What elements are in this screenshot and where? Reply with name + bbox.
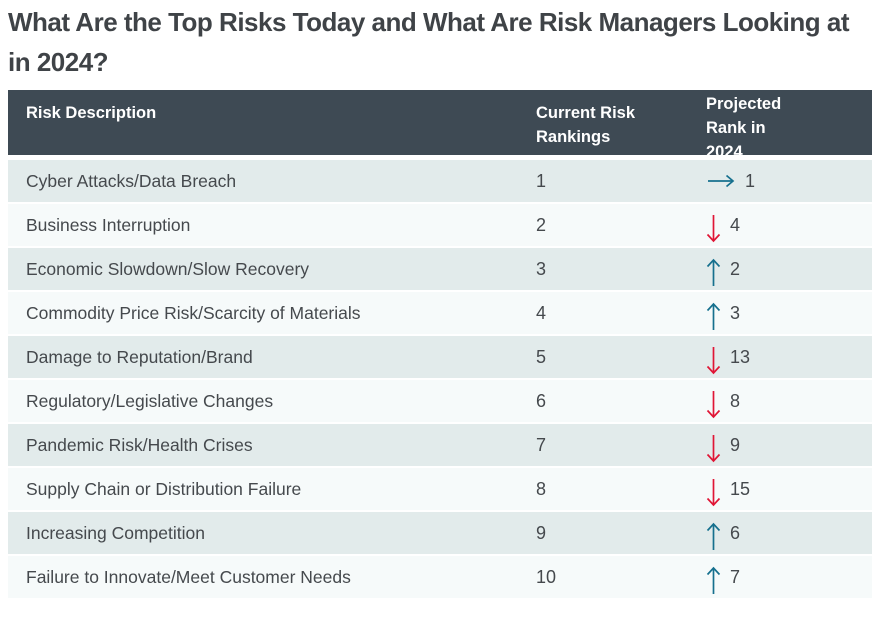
risk-description-cell: Failure to Innovate/Meet Customer Needs (26, 566, 351, 587)
projected-rank-value: 9 (730, 434, 741, 455)
table-row: Increasing Competition 9 (8, 512, 872, 556)
projected-rank-cell: 1 (706, 171, 872, 192)
projected-rank-value: 6 (730, 522, 741, 543)
arrow-right-icon (706, 173, 736, 189)
page-title: What Are the Top Risks Today and What Ar… (8, 7, 850, 77)
table-row: Regulatory/Legislative Changes 6 (8, 380, 872, 424)
table-row: Pandemic Risk/Health Crises 7 (8, 424, 872, 468)
current-rank-cell: 3 (536, 258, 547, 279)
arrow-down-icon (706, 431, 721, 462)
risk-description-cell: Supply Chain or Distribution Failure (26, 478, 302, 499)
arrow-up-icon (706, 255, 721, 286)
current-rank-cell: 8 (536, 478, 547, 499)
arrow-up-icon (706, 299, 721, 330)
current-rank-cell: 4 (536, 302, 547, 323)
arrow-down-icon (706, 343, 721, 374)
projected-rank-cell: 15 (706, 475, 872, 506)
current-rank-cell: 7 (536, 434, 547, 455)
table-body: Cyber Attacks/Data Breach 1 (8, 160, 872, 600)
table-row: Business Interruption 2 (8, 204, 872, 248)
table-header-row: Risk Description Current Risk Rankings P… (8, 90, 872, 161)
risk-description-cell: Economic Slowdown/Slow Recovery (26, 258, 310, 279)
table-row: Failure to Innovate/Meet Customer Needs … (8, 556, 872, 600)
projected-rank-value: 8 (730, 390, 741, 411)
projected-rank-cell: 8 (706, 387, 872, 418)
table-row: Commodity Price Risk/Scarcity of Materia… (8, 292, 872, 336)
column-header-projected-rank: Projected Rank in 2024 (706, 95, 782, 161)
arrow-up-icon (706, 519, 721, 550)
current-rank-cell: 10 (536, 566, 557, 587)
risk-rankings-table: Risk Description Current Risk Rankings P… (8, 90, 872, 600)
current-rank-cell: 5 (536, 346, 547, 367)
projected-rank-value: 15 (730, 478, 751, 499)
projected-rank-cell: 9 (706, 431, 872, 462)
projected-rank-value: 7 (730, 566, 741, 587)
current-rank-cell: 2 (536, 214, 547, 235)
arrow-up-icon (706, 563, 721, 594)
projected-rank-cell: 6 (706, 519, 872, 550)
table-row: Supply Chain or Distribution Failure 8 (8, 468, 872, 512)
risk-description-cell: Business Interruption (26, 214, 191, 235)
projected-rank-cell: 2 (706, 255, 872, 286)
risk-description-cell: Cyber Attacks/Data Breach (26, 170, 237, 191)
risk-description-cell: Increasing Competition (26, 522, 205, 543)
table-row: Cyber Attacks/Data Breach 1 (8, 160, 872, 204)
projected-rank-cell: 3 (706, 299, 872, 330)
projected-rank-cell: 7 (706, 563, 872, 594)
projected-rank-value: 4 (730, 214, 741, 235)
projected-rank-cell: 13 (706, 343, 872, 374)
projected-rank-value: 13 (730, 346, 751, 367)
column-header-current-risk-rankings: Current Risk Rankings (536, 104, 636, 146)
current-rank-cell: 9 (536, 522, 547, 543)
risk-description-cell: Pandemic Risk/Health Crises (26, 434, 253, 455)
column-header-risk-description: Risk Description (26, 104, 157, 122)
projected-rank-value: 2 (730, 258, 741, 279)
arrow-down-icon (706, 387, 721, 418)
current-rank-cell: 1 (536, 170, 547, 191)
risk-description-cell: Damage to Reputation/Brand (26, 346, 253, 367)
table-row: Economic Slowdown/Slow Recovery 3 (8, 248, 872, 292)
arrow-down-icon (706, 475, 721, 506)
risk-description-cell: Commodity Price Risk/Scarcity of Materia… (26, 302, 361, 323)
projected-rank-value: 3 (730, 302, 741, 323)
projected-rank-cell: 4 (706, 211, 872, 242)
risk-description-cell: Regulatory/Legislative Changes (26, 390, 274, 411)
table-row: Damage to Reputation/Brand 5 (8, 336, 872, 380)
projected-rank-value: 1 (745, 170, 756, 191)
current-rank-cell: 6 (536, 390, 547, 411)
arrow-down-icon (706, 211, 721, 242)
